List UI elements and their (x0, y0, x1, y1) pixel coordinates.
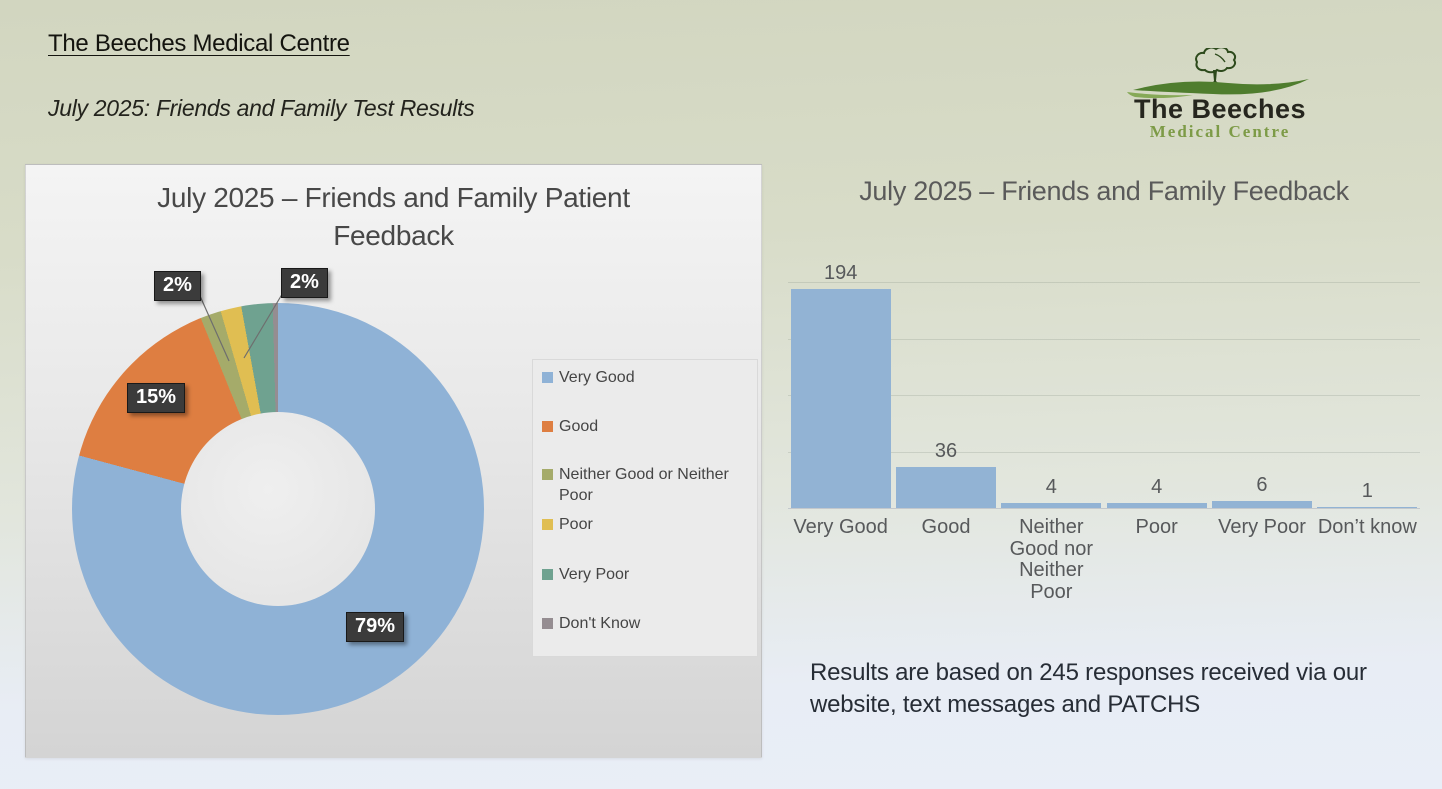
page-title: The Beeches Medical Centre (48, 30, 350, 57)
bar-value-2: 4 (1045, 476, 1057, 499)
pie-label-neither: 2% (154, 271, 201, 301)
legend-item-very-good: Very Good (542, 368, 755, 389)
pie-label-good: 15% (127, 383, 186, 413)
gridline-150 (788, 338, 1420, 340)
logo-tagline: Medical Centre (1149, 122, 1291, 141)
gridline-50 (788, 451, 1420, 453)
pie-legend: Very Good Good Neither Good or Neither P… (532, 359, 758, 657)
page-subtitle: July 2025: Friends and Family Test Resul… (48, 95, 475, 121)
gridline-200 (788, 282, 1420, 283)
bar-category-3: Poor (1135, 516, 1178, 538)
bar-5 (1317, 506, 1418, 508)
pie-chart-panel: July 2025 – Friends and Family Patient F… (25, 164, 762, 758)
gridline-100 (788, 395, 1420, 396)
legend-swatch-poor (542, 519, 553, 530)
x-axis-line (788, 508, 1420, 509)
bar-4 (1212, 501, 1312, 508)
logo-name: The Beeches (1133, 94, 1307, 124)
bar-0 (790, 288, 891, 508)
legend-item-good: Good (542, 417, 755, 438)
bar-3 (1106, 503, 1207, 508)
bar-category-5: Don’t know (1317, 516, 1417, 538)
pie-label-very-poor: 2% (281, 268, 328, 298)
bar-category-2: Neither Good nor Neither Poor (1009, 516, 1094, 603)
bar-value-4: 6 (1256, 474, 1268, 497)
pie-label-very-good: 79% (346, 612, 405, 642)
bar-value-3: 4 (1151, 476, 1163, 499)
donut-hole (181, 412, 375, 606)
legend-item-dont-know: Don't Know (542, 614, 755, 635)
legend-swatch-very-good (542, 372, 553, 383)
legend-swatch-very-poor (542, 569, 553, 580)
bar-value-1: 36 (934, 440, 958, 463)
legend-item-neither: Neither Good or Neither Poor (542, 465, 755, 507)
bar-category-0: Very Good (793, 516, 888, 538)
clinic-logo: The Beeches Medical Centre (1123, 48, 1317, 143)
bar-value-5: 1 (1361, 479, 1373, 502)
bar-chart: July 2025 – Friends and Family Feedback … (778, 168, 1430, 603)
legend-item-very-poor: Very Poor (542, 565, 755, 586)
legend-swatch-neither (542, 469, 553, 480)
pie-chart-title: July 2025 – Friends and Family Patient F… (157, 182, 630, 251)
legend-swatch-good (542, 421, 553, 432)
tree-icon (1127, 48, 1309, 98)
bar-2 (1001, 503, 1102, 508)
legend-item-poor: Poor (542, 515, 755, 536)
bar-category-4: Very Poor (1218, 516, 1306, 538)
bar-category-1: Good (921, 516, 971, 538)
legend-swatch-dont-know (542, 618, 553, 629)
responses-note: Results are based on 245 responses recei… (810, 659, 1367, 719)
bar-value-0: 194 (823, 261, 858, 284)
bar-1 (896, 467, 996, 508)
bar-chart-title: July 2025 – Friends and Family Feedback (859, 176, 1349, 206)
